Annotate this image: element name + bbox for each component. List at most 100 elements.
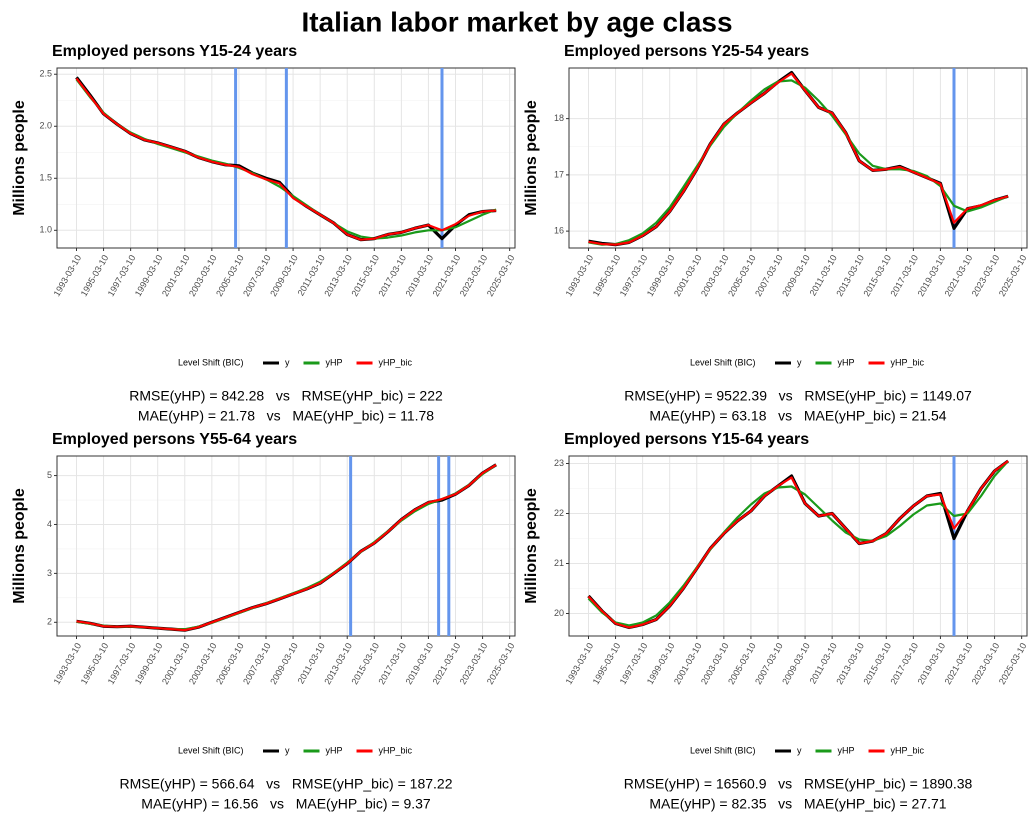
legend-label: yHP (326, 357, 343, 367)
x-tick-label: 2023-03-10 (458, 253, 490, 298)
metric-note: RMSE(yHP) = 566.64 vs RMSE(yHP_bic) = 18… (119, 776, 452, 792)
x-tick-label: 2025-03-10 (997, 253, 1029, 298)
x-tick-label: 2011-03-10 (296, 253, 327, 297)
legend-label: yHP_bic (891, 745, 925, 755)
metric-note: MAE(yHP) = 63.18 vs MAE(yHP_bic) = 21.54 (649, 408, 946, 424)
metric-note: RMSE(yHP) = 16560.9 vs RMSE(yHP_bic) = 1… (624, 776, 973, 792)
x-tick-label: 2019-03-10 (916, 253, 948, 298)
x-tick-label: 2019-03-10 (916, 641, 948, 686)
legend-title: Level Shift (BIC) (178, 745, 244, 755)
x-tick-label: 2011-03-10 (296, 641, 327, 685)
x-tick-label: 2011-03-10 (808, 641, 839, 685)
legend-label: yHP_bic (379, 745, 413, 755)
y-tick-label: 22 (554, 508, 564, 518)
panel-title: Employed persons Y15-64 years (564, 431, 809, 448)
x-tick-label: 2003-03-10 (699, 253, 731, 298)
x-tick-label: 2023-03-10 (970, 641, 1002, 686)
panel: Employed persons Y15-24 years Millions pe… (11, 43, 516, 423)
plot-border (56, 455, 516, 637)
series-line (587, 460, 1009, 629)
legend-label: y (797, 357, 802, 367)
metric-note: MAE(yHP) = 82.35 vs MAE(yHP_bic) = 27.71 (649, 796, 946, 812)
x-tick-label: 2025-03-10 (485, 253, 517, 298)
x-tick-label: 2015-03-10 (861, 253, 893, 298)
y-tick-label: 23 (554, 458, 564, 468)
y-axis-label: Millions people (523, 100, 540, 216)
series-line (588, 70, 1009, 247)
legend-label: yHP_bic (379, 357, 413, 367)
series-line (587, 460, 1009, 627)
legend-title: Level Shift (BIC) (690, 357, 756, 367)
legend-label: y (285, 745, 290, 755)
x-tick-label: 2015-03-10 (861, 641, 893, 686)
x-tick-label: 1999-03-10 (133, 641, 165, 686)
x-tick-label: 2023-03-10 (970, 253, 1002, 298)
panel-title: Employed persons Y25-54 years (564, 43, 809, 60)
series-line (76, 463, 497, 632)
metric-note: MAE(yHP) = 16.56 vs MAE(yHP_bic) = 9.37 (141, 796, 431, 812)
y-tick-label: 1.0 (39, 225, 52, 235)
y-tick-label: 18 (554, 113, 564, 123)
metric-note: RMSE(yHP) = 9522.39 vs RMSE(yHP_bic) = 1… (624, 388, 972, 404)
plot-border (568, 67, 1028, 249)
y-tick-label: 16 (554, 226, 564, 236)
plot-border (568, 455, 1028, 637)
x-tick-label: 2011-03-10 (808, 253, 839, 297)
y-tick-label: 1.5 (39, 173, 52, 183)
legend-label: yHP (838, 745, 855, 755)
x-tick-label: 2007-03-10 (241, 253, 273, 298)
legend-label: yHP (326, 745, 343, 755)
series-line (76, 463, 497, 631)
panel-title: Employed persons Y55-64 years (52, 431, 297, 448)
x-tick-label: 1995-03-10 (79, 641, 111, 686)
x-tick-label: 2019-03-10 (404, 253, 436, 298)
x-tick-label: 2019-03-10 (404, 641, 436, 686)
x-tick-label: 1995-03-10 (591, 641, 623, 686)
x-tick-label: 2015-03-10 (349, 253, 381, 298)
x-tick-label: 2025-03-10 (997, 641, 1029, 686)
x-tick-label: 2003-03-10 (187, 253, 219, 298)
x-tick-label: 2007-03-10 (241, 641, 273, 686)
x-tick-label: 2003-03-10 (699, 641, 731, 686)
x-tick-label: 2025-03-10 (485, 641, 517, 686)
legend-label: y (285, 357, 290, 367)
x-tick-label: 2007-03-10 (753, 253, 785, 298)
panel: Employed persons Y25-54 years Millions pe… (523, 43, 1028, 423)
x-tick-label: 1999-03-10 (645, 641, 677, 686)
legend-label: yHP_bic (891, 357, 925, 367)
x-tick-label: 2007-03-10 (753, 641, 785, 686)
y-tick-label: 20 (554, 608, 564, 618)
y-axis-label: Millions people (523, 488, 540, 604)
y-tick-label: 2 (47, 617, 52, 627)
series-line (76, 463, 497, 632)
y-axis-label: Millions people (11, 488, 28, 604)
series-line (588, 72, 1009, 246)
panel: Employed persons Y15-64 years Millions pe… (523, 431, 1028, 811)
series-line (75, 77, 497, 241)
legend-label: yHP (838, 357, 855, 367)
metric-note: RMSE(yHP) = 842.28 vs RMSE(yHP_bic) = 22… (129, 388, 443, 404)
y-tick-label: 17 (554, 169, 564, 179)
page-title: Italian labor market by age class (301, 6, 732, 37)
y-axis-label: Millions people (11, 100, 28, 216)
y-tick-label: 21 (554, 558, 564, 568)
x-tick-label: 1995-03-10 (79, 253, 111, 298)
y-tick-label: 3 (47, 568, 52, 578)
y-tick-label: 2.5 (39, 69, 52, 79)
x-tick-label: 1999-03-10 (645, 253, 677, 298)
y-tick-label: 5 (47, 470, 52, 480)
legend-title: Level Shift (BIC) (178, 357, 244, 367)
legend-title: Level Shift (BIC) (690, 745, 756, 755)
metric-note: MAE(yHP) = 21.78 vs MAE(yHP_bic) = 11.78 (138, 408, 434, 424)
x-tick-label: 1995-03-10 (591, 253, 623, 298)
y-tick-label: 2.0 (39, 121, 52, 131)
x-tick-label: 2023-03-10 (458, 641, 490, 686)
series-line (588, 79, 1009, 246)
x-tick-label: 2015-03-10 (349, 641, 381, 686)
legend-label: y (797, 745, 802, 755)
x-tick-label: 1999-03-10 (133, 253, 165, 298)
panel-title: Employed persons Y15-24 years (52, 43, 297, 60)
x-tick-label: 2003-03-10 (187, 641, 219, 686)
y-tick-label: 4 (47, 519, 52, 529)
